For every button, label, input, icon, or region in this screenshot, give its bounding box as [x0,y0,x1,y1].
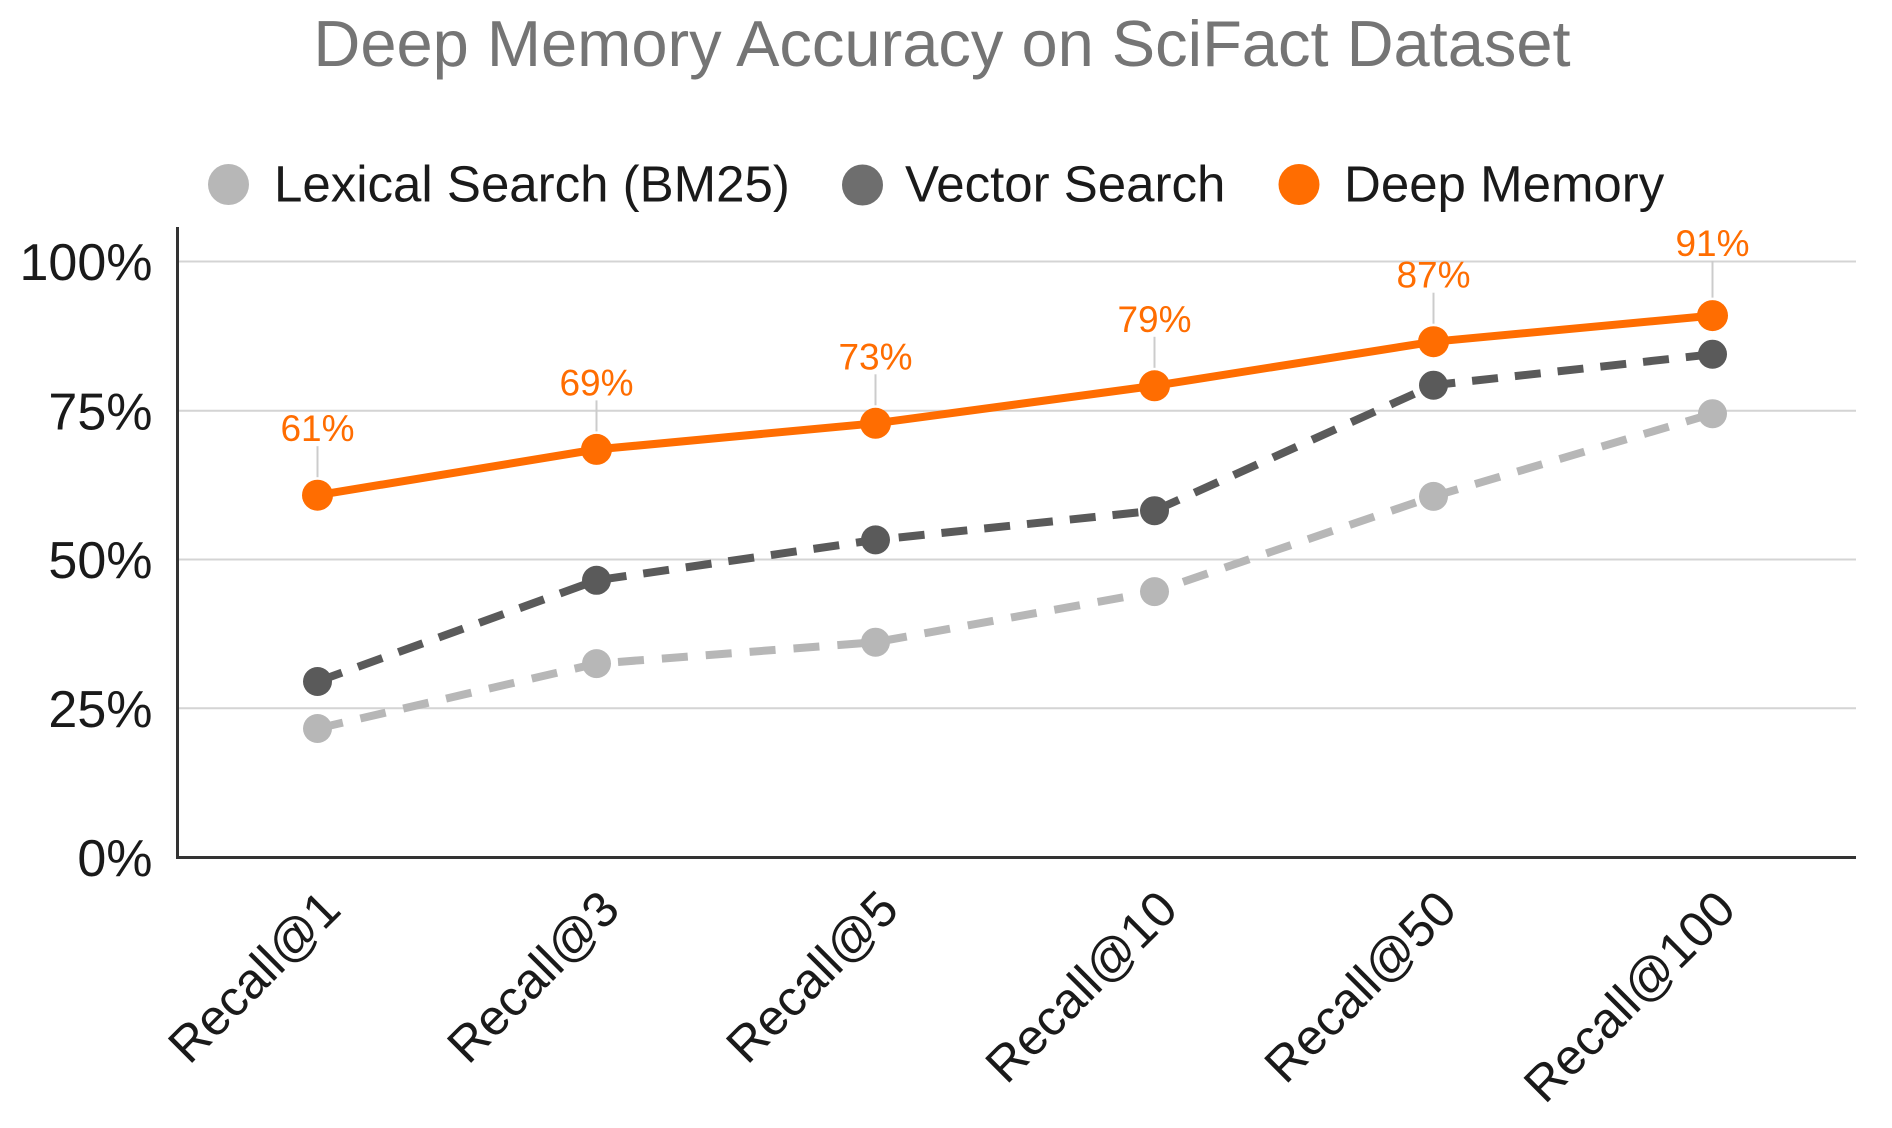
svg-text:91%: 91% [1675,223,1749,264]
svg-text:Lexical Search (BM25): Lexical Search (BM25) [274,156,790,213]
svg-text:Vector Search: Vector Search [905,156,1225,213]
svg-text:Deep Memory: Deep Memory [1344,156,1665,213]
svg-text:87%: 87% [1396,255,1470,296]
svg-text:69%: 69% [559,362,633,403]
svg-text:79%: 79% [1117,299,1191,340]
svg-text:75%: 75% [48,384,152,442]
svg-text:Deep Memory Accuracy on SciFac: Deep Memory Accuracy on SciFact Dataset [313,7,1570,80]
svg-text:0%: 0% [77,830,152,888]
svg-text:25%: 25% [48,681,152,739]
svg-text:61%: 61% [280,408,354,449]
svg-text:50%: 50% [48,532,152,590]
svg-text:100%: 100% [20,234,153,292]
svg-text:73%: 73% [838,336,912,377]
